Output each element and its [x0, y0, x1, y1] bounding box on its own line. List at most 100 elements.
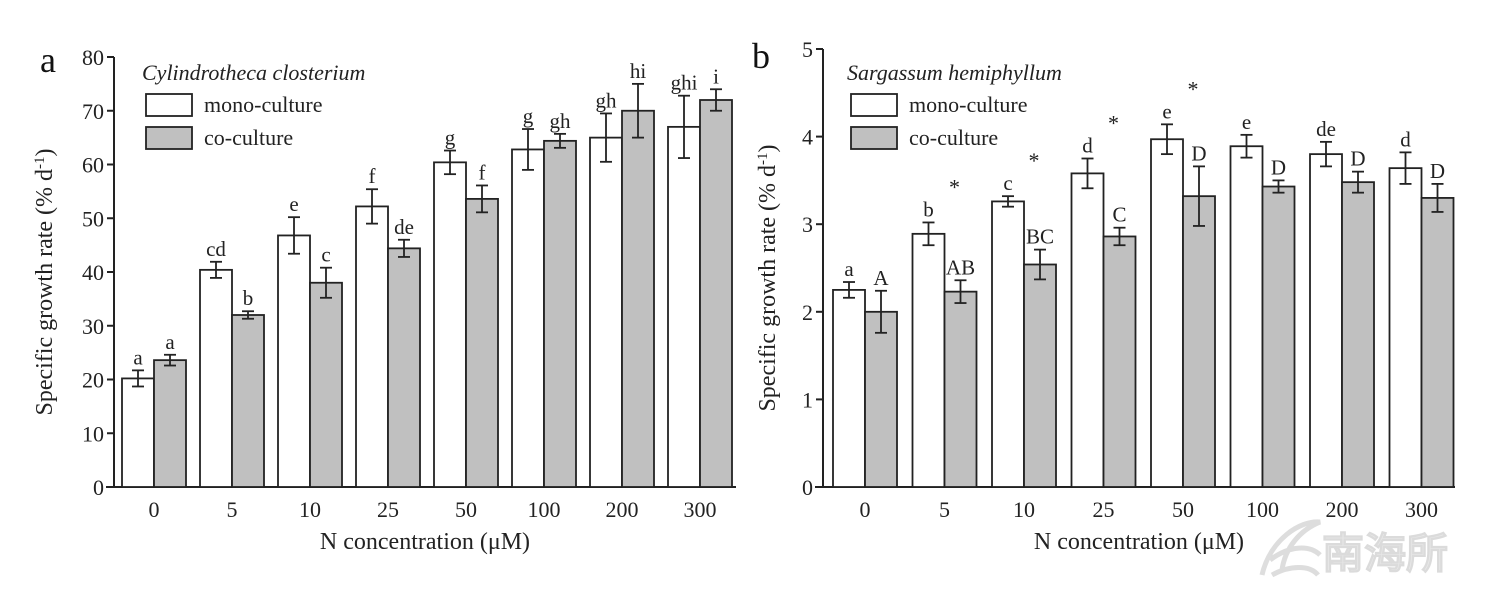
- panel-a-x-tick-label: 0: [149, 497, 160, 522]
- panel-b-x-tick-label: 0: [860, 497, 871, 522]
- panel-a-sig-label: hi: [630, 59, 647, 83]
- panel-a-x-tick-label: 200: [606, 497, 639, 522]
- panel-b-y-tick-label: 1: [802, 387, 813, 412]
- panel-a-bar-co: [309, 281, 343, 488]
- panel-b-significance-star: *: [1188, 76, 1199, 101]
- panel-b-sig-label: D: [1350, 147, 1365, 171]
- panel-a-sig-label: cd: [206, 237, 226, 261]
- panel-a-bar-mono: [199, 268, 233, 488]
- panel-b-y-tick-label: 2: [802, 300, 813, 325]
- panel-b-bar-mono: [1229, 145, 1264, 488]
- panel-a-bar-co: [153, 359, 187, 488]
- panel-a-bar-co: [387, 247, 421, 488]
- panel-a-sig-label: f: [479, 160, 486, 184]
- panel-b-bar-co: [1023, 263, 1057, 488]
- panel-b-bar-co: [943, 290, 978, 488]
- panel-a-x-axis-title: N concentration (μM): [320, 529, 530, 555]
- watermark: 南海所: [1259, 519, 1449, 579]
- panel-a-legend-swatch: [145, 126, 193, 150]
- panel-a-sig-label: a: [165, 330, 175, 354]
- panel-b-sig-label: D: [1271, 155, 1286, 179]
- panel-b-sig-label: D: [1430, 159, 1445, 183]
- panel-b-legend-swatch: [850, 126, 898, 150]
- panel-a-legend-label: co-culture: [204, 125, 293, 150]
- panel-a-bar-mono: [511, 148, 545, 488]
- panel-a-legend-swatch: [145, 93, 193, 117]
- panel-b-legend-swatch: [850, 93, 898, 117]
- panel-a-legend-label: mono-culture: [204, 92, 323, 117]
- panel-b-x-tick-label: 300: [1405, 497, 1438, 522]
- panel-a-sig-label: gh: [596, 88, 618, 112]
- panel-b-label: b: [752, 36, 770, 76]
- panel-b-x-tick-label: 200: [1326, 497, 1359, 522]
- panel-a-bar-co: [699, 99, 733, 488]
- panel-b-sig-label: d: [1400, 127, 1411, 151]
- panel-b-legend-label: co-culture: [909, 125, 998, 150]
- panel-a-x-tick-label: 25: [377, 497, 399, 522]
- panel-a-sig-label: gh: [550, 109, 572, 133]
- panel-a-bar-co: [621, 109, 655, 488]
- panel-b-sig-label: de: [1316, 117, 1336, 141]
- panel-b-significance-star: *: [1029, 148, 1040, 173]
- panel-b-sig-label: c: [1003, 171, 1012, 195]
- panel-a-bar-mono: [433, 161, 467, 488]
- panel-a-sig-label: i: [713, 64, 719, 88]
- panel-b-significance-star: *: [1108, 111, 1119, 136]
- panel-a-bar-mono: [277, 234, 311, 488]
- panel-a-x-tick-label: 5: [227, 497, 238, 522]
- panel-b-legend-title: Sargassum hemiphyllum: [847, 60, 1062, 85]
- panel-a-sig-label: ghi: [671, 71, 698, 95]
- panel-a-y-tick-label: 0: [93, 475, 104, 500]
- panel-a-sig-label: g: [523, 104, 534, 128]
- panel-a-legend-title: Cylindrotheca closterium: [142, 60, 365, 85]
- panel-b-x-tick-label: 100: [1246, 497, 1279, 522]
- panel-b-sig-label: e: [1242, 110, 1251, 134]
- panel-b-significance-star: *: [949, 174, 960, 199]
- panel-a-sig-label: g: [445, 126, 456, 150]
- panel-b-y-tick-label: 3: [802, 212, 813, 237]
- panel-b-legend-label: mono-culture: [909, 92, 1028, 117]
- panel-b-bar-co: [1261, 185, 1296, 488]
- panel-b-x-axis-title: N concentration (μM): [1034, 529, 1244, 555]
- panel-b-x-tick-label: 50: [1172, 497, 1194, 522]
- panel-b-y-tick-label: 4: [802, 125, 813, 150]
- panel-b-x-tick-label: 5: [939, 497, 950, 522]
- panel-a-sig-label: f: [369, 164, 376, 188]
- panel-b-bar-mono: [1070, 172, 1105, 488]
- panel-a-y-tick-label: 30: [82, 314, 104, 339]
- panel-b-sig-label: AB: [946, 255, 975, 279]
- panel-a-y-tick-label: 40: [82, 260, 104, 285]
- panel-b-sig-label: a: [844, 257, 854, 281]
- panel-b-bar-mono: [1388, 167, 1423, 488]
- panel-a-x-tick-label: 50: [455, 497, 477, 522]
- panel-b-bar-co: [1102, 235, 1137, 488]
- panel-a-y-axis-title: Specific growth rate (% d-1): [32, 148, 58, 415]
- panel-a-y-tick-label: 60: [82, 153, 104, 178]
- panel-b-y-tick-label: 5: [802, 37, 813, 62]
- panel-b-bar-mono: [911, 232, 946, 488]
- panel-b-bar-co: [1341, 181, 1375, 488]
- panel-b-sig-label: C: [1112, 203, 1126, 227]
- panel-a-sig-label: c: [321, 243, 330, 267]
- watermark-logo-icon: [1259, 519, 1322, 578]
- panel-b-bar-mono: [991, 200, 1025, 488]
- panel-a-bar-co: [543, 139, 577, 488]
- panel-b-bar-mono: [1150, 138, 1184, 488]
- panel-a-y-tick-label: 20: [82, 368, 104, 393]
- panel-a-bar-co: [231, 314, 265, 488]
- panel-a-x-tick-label: 300: [684, 497, 717, 522]
- panel-b-bar-mono: [832, 288, 866, 488]
- panel-a-y-tick-label: 50: [82, 206, 104, 231]
- panel-a-sig-label: a: [133, 345, 143, 369]
- panel-b-bar-co: [1420, 197, 1455, 488]
- panel-a-y-tick-label: 80: [82, 45, 104, 70]
- panel-b-bar-co: [864, 310, 898, 488]
- panel-a-y-tick-label: 70: [82, 99, 104, 124]
- panel-b-y-tick-label: 0: [802, 475, 813, 500]
- panel-b-y-axis-title: Specific growth rate (% d-1): [755, 144, 781, 411]
- panel-b-sig-label: A: [873, 266, 889, 290]
- panel-a-sig-label: de: [394, 215, 414, 239]
- panel-b-x-tick-label: 25: [1093, 497, 1115, 522]
- panel-a-x-tick-label: 10: [299, 497, 321, 522]
